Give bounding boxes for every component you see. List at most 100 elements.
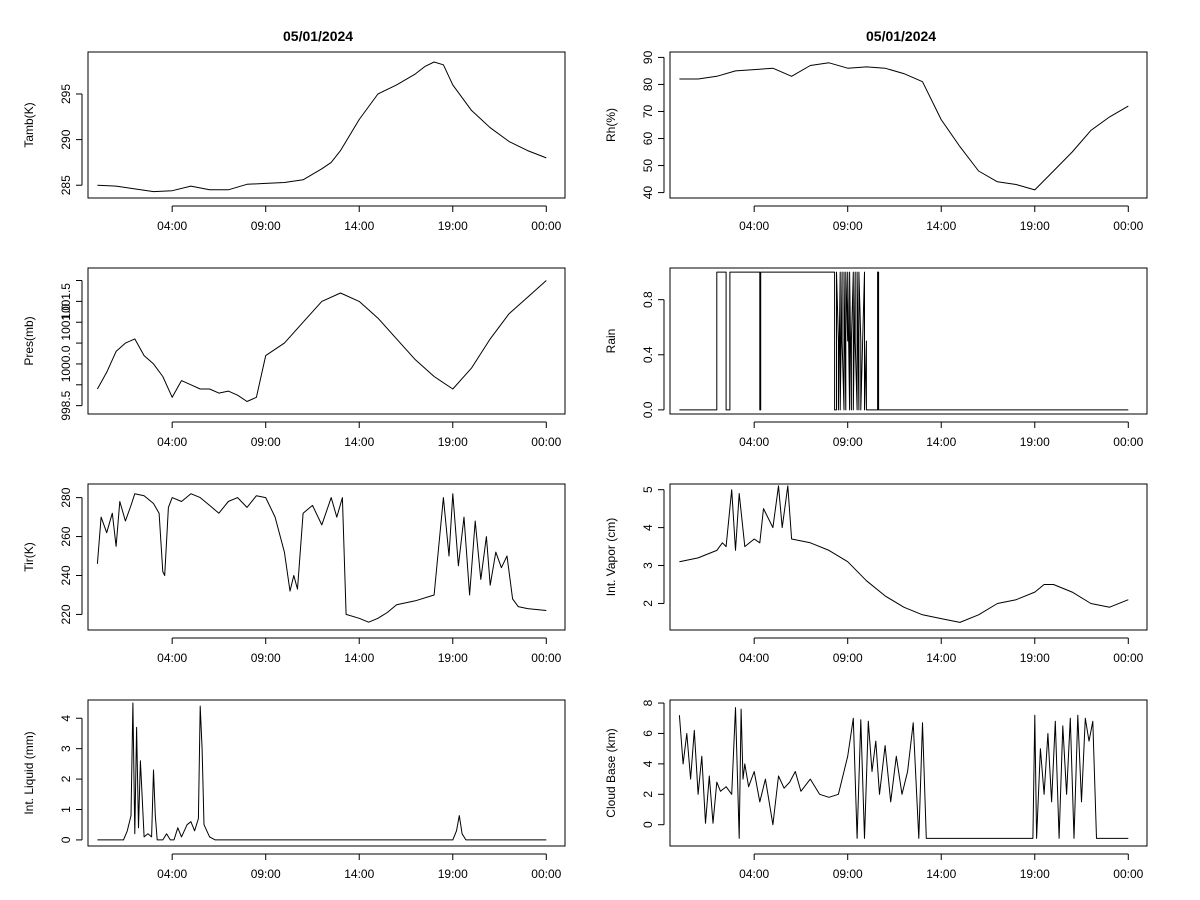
pres-series-line — [96, 280, 547, 402]
tir-x-tick-label: 14:00 — [344, 651, 374, 665]
rain-plot-frame — [669, 267, 1148, 415]
pres-x-tick-label: 09:00 — [251, 435, 281, 449]
vapor-y-tick-label: 2 — [641, 600, 655, 607]
vapor-y-axis-title: Int. Vapor (cm) — [604, 518, 618, 596]
liquid-x-tick-label: 09:00 — [251, 867, 281, 881]
cloudbase-y-tick-label: 4 — [641, 760, 655, 767]
vapor-x-tick-label: 04:00 — [739, 651, 769, 665]
rain-y-tick-label: 0.4 — [641, 346, 655, 363]
vapor-series-line — [679, 485, 1129, 623]
liquid-y-axis-title: Int. Liquid (mm) — [22, 731, 36, 814]
tir-y-tick-label: 260 — [59, 526, 73, 546]
cloudbase-y-tick-label: 8 — [641, 699, 655, 706]
rh-series-line — [679, 62, 1129, 191]
pres-x-tick-label: 14:00 — [344, 435, 374, 449]
vapor-x-tick-label: 19:00 — [1020, 651, 1050, 665]
liquid-y-tick-label: 3 — [59, 745, 73, 752]
rh-y-tick-label: 60 — [641, 132, 655, 146]
rh-x-tick-label: 14:00 — [926, 219, 956, 233]
pres-panel: 04:00 09:00 14:00 19:00 00:00 998.5 1000.0 1001… — [22, 267, 566, 449]
liquid-x-tick-label: 14:00 — [344, 867, 374, 881]
liquid-x-tick-label: 04:00 — [157, 867, 187, 881]
liquid-panel: 04:00 09:00 14:00 19:00 00:00 0 1 2 3 4 Int. Liqui… — [22, 699, 566, 881]
cloudbase-y-tick-label: 6 — [641, 730, 655, 737]
rh-y-tick-label: 70 — [641, 104, 655, 118]
tir-x-tick-label: 09:00 — [251, 651, 281, 665]
cloudbase-y-tick-label: 2 — [641, 791, 655, 798]
rh-plot-frame — [669, 51, 1148, 199]
tamb-panel: 04:00 09:00 14:00 19:00 00:00 285 290 295 Tamb(K… — [22, 51, 566, 233]
rain-series-line — [679, 271, 1129, 411]
rh-y-tick-label: 50 — [641, 159, 655, 173]
tamb-x-tick-label: 00:00 — [531, 219, 561, 233]
pres-y-tick-label: 1001.0 — [59, 304, 73, 341]
rh-panel: 04:00 09:00 14:00 19:00 00:00 40 50 60 70 80 90 Rh(… — [604, 50, 1148, 233]
tamb-plot-frame — [87, 51, 566, 199]
vapor-plot-frame — [669, 483, 1148, 631]
vapor-y-tick-label: 4 — [641, 524, 655, 531]
tamb-x-tick-label: 19:00 — [438, 219, 468, 233]
tamb-y-tick-label: 290 — [59, 129, 73, 149]
tir-x-tick-label: 19:00 — [438, 651, 468, 665]
tir-y-axis-title: Tir(K) — [22, 542, 36, 572]
tamb-x-tick-label: 09:00 — [251, 219, 281, 233]
liquid-y-tick-label: 4 — [59, 715, 73, 722]
pres-x-tick-label: 04:00 — [157, 435, 187, 449]
liquid-plot-frame — [87, 699, 566, 847]
tir-y-tick-label: 220 — [59, 604, 73, 624]
cloudbase-y-tick-label: 0 — [641, 821, 655, 828]
rain-x-tick-label: 00:00 — [1113, 435, 1143, 449]
tamb-y-tick-label: 285 — [59, 175, 73, 195]
liquid-x-tick-label: 00:00 — [531, 867, 561, 881]
tir-y-tick-label: 280 — [59, 487, 73, 507]
cloudbase-x-tick-label: 04:00 — [739, 867, 769, 881]
cloudbase-x-tick-label: 14:00 — [926, 867, 956, 881]
tamb-y-axis-title: Tamb(K) — [22, 102, 36, 147]
rh-y-tick-label: 40 — [641, 186, 655, 200]
liquid-y-tick-label: 2 — [59, 775, 73, 782]
pres-x-tick-label: 00:00 — [531, 435, 561, 449]
rain-x-tick-label: 14:00 — [926, 435, 956, 449]
liquid-y-tick-label: 0 — [59, 836, 73, 843]
tir-x-tick-label: 04:00 — [157, 651, 187, 665]
rain-x-tick-label: 19:00 — [1020, 435, 1050, 449]
tamb-x-tick-label: 04:00 — [157, 219, 187, 233]
pres-y-tick-label: 1000.0 — [59, 345, 73, 382]
pres-y-tick-label: 998.5 — [59, 390, 73, 420]
cloudbase-x-tick-label: 19:00 — [1020, 867, 1050, 881]
tamb-series-line — [97, 61, 547, 193]
tir-plot-frame — [87, 483, 566, 631]
rain-y-tick-label: 0.8 — [641, 291, 655, 308]
cloudbase-series-line — [678, 707, 1129, 839]
vapor-x-tick-label: 00:00 — [1113, 651, 1143, 665]
rh-x-tick-label: 00:00 — [1113, 219, 1143, 233]
pres-y-tick-label: 1001.5 — [59, 283, 73, 320]
vapor-y-tick-label: 3 — [641, 562, 655, 569]
tir-panel: 04:00 09:00 14:00 19:00 00:00 220 240 260 280 Tir… — [22, 483, 566, 665]
cloudbase-x-tick-label: 09:00 — [833, 867, 863, 881]
pres-x-tick-label: 19:00 — [438, 435, 468, 449]
cloudbase-panel: 04:00 09:00 14:00 19:00 00:00 0 2 4 6 8 Cloud Base… — [604, 699, 1148, 881]
rain-x-tick-label: 04:00 — [739, 435, 769, 449]
vapor-y-tick-label: 5 — [641, 486, 655, 493]
rh-y-tick-label: 90 — [641, 50, 655, 64]
rain-y-axis-title: Rain — [604, 329, 618, 354]
tir-x-tick-label: 00:00 — [531, 651, 561, 665]
rh-x-tick-label: 09:00 — [833, 219, 863, 233]
cloudbase-x-tick-label: 00:00 — [1113, 867, 1143, 881]
right-column-title: 05/01/2024 — [866, 28, 937, 44]
tir-series-line — [96, 493, 547, 623]
left-column-title: 05/01/2024 — [283, 28, 354, 44]
pres-plot-frame — [87, 267, 566, 415]
rain-panel: 04:00 09:00 14:00 19:00 00:00 0.0 0.4 0.8 Rain — [604, 267, 1148, 449]
rh-x-tick-label: 04:00 — [739, 219, 769, 233]
rain-y-tick-label: 0.0 — [641, 401, 655, 418]
liquid-series-line — [97, 702, 547, 841]
tamb-x-tick-label: 14:00 — [344, 219, 374, 233]
rh-x-tick-label: 19:00 — [1020, 219, 1050, 233]
tamb-y-tick-label: 295 — [59, 84, 73, 104]
cloudbase-y-axis-title: Cloud Base (km) — [604, 728, 618, 817]
cloudbase-plot-frame — [669, 699, 1148, 847]
